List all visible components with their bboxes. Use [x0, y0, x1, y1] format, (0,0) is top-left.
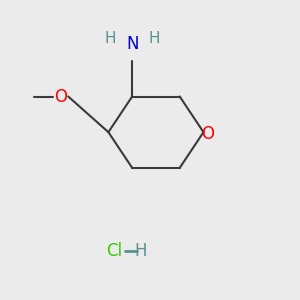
Text: H: H — [135, 242, 147, 260]
Text: H: H — [104, 31, 116, 46]
Text: O: O — [202, 125, 214, 143]
Text: N: N — [126, 35, 138, 53]
Text: H: H — [149, 31, 160, 46]
Text: Cl: Cl — [106, 242, 122, 260]
Text: O: O — [54, 88, 67, 106]
